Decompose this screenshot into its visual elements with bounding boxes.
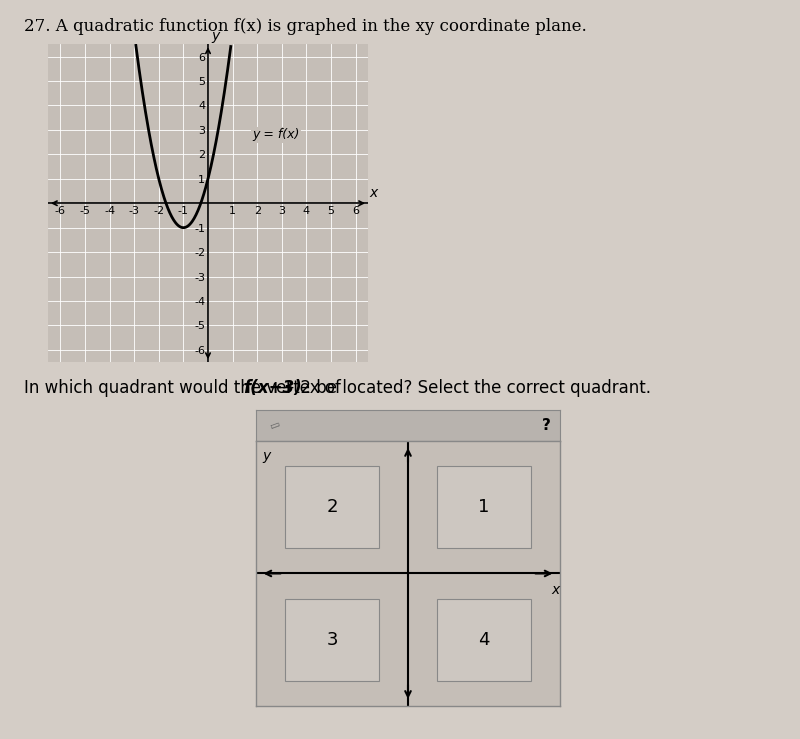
- Text: ▭: ▭: [268, 419, 282, 432]
- Bar: [437, 466, 531, 548]
- Text: f(x+3): f(x+3): [243, 379, 302, 397]
- Text: y: y: [211, 29, 219, 43]
- Bar: [437, 599, 531, 681]
- Text: 27. A quadratic function f(x) is graphed in the xy coordinate plane.: 27. A quadratic function f(x) is graphed…: [24, 18, 586, 35]
- Text: + 2 be located? Select the correct quadrant.: + 2 be located? Select the correct quadr…: [276, 379, 650, 397]
- Text: y = f(x): y = f(x): [252, 129, 300, 141]
- Bar: [285, 599, 379, 681]
- Text: ?: ?: [542, 418, 551, 433]
- Text: 3: 3: [326, 630, 338, 649]
- Text: 1: 1: [478, 498, 490, 517]
- Bar: [285, 466, 379, 548]
- Text: x: x: [370, 185, 378, 200]
- Text: 2: 2: [326, 498, 338, 517]
- Text: 4: 4: [478, 630, 490, 649]
- Text: In which quadrant would the vertex of: In which quadrant would the vertex of: [24, 379, 346, 397]
- Text: x: x: [552, 583, 560, 596]
- Text: y: y: [262, 449, 270, 463]
